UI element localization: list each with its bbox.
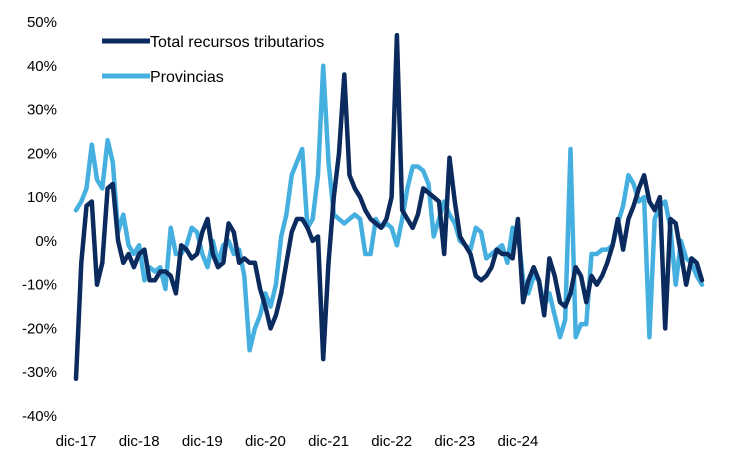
y-tick-label: -20% bbox=[22, 320, 57, 337]
x-tick-label: dic-17 bbox=[56, 433, 97, 450]
y-tick-label: 0% bbox=[35, 233, 57, 250]
series-line-total-recursos bbox=[73, 32, 705, 382]
y-axis-ticks: 50% 40% 30% 20% 10% 0% -10% -20% -30% -40% bbox=[22, 14, 57, 425]
legend-label-provincias: Provincias bbox=[150, 69, 224, 86]
y-tick-label: 30% bbox=[27, 102, 57, 119]
x-axis-ticks: dic-17 dic-18 dic-19 dic-20 dic-21 dic-22 dic-… bbox=[56, 433, 539, 450]
x-tick-label: dic-19 bbox=[182, 433, 223, 450]
series-layer bbox=[73, 32, 705, 382]
x-tick-label: dic-23 bbox=[434, 433, 475, 450]
y-tick-label: 20% bbox=[27, 145, 57, 162]
x-tick-label: dic-20 bbox=[245, 433, 286, 450]
y-tick-label: 50% bbox=[27, 14, 57, 31]
y-tick-label: 10% bbox=[27, 189, 57, 206]
y-tick-label: -30% bbox=[22, 364, 57, 381]
legend-label-total-recursos: Total recursos tributarios bbox=[150, 34, 324, 51]
y-tick-label: -10% bbox=[22, 277, 57, 294]
y-tick-label: -40% bbox=[22, 408, 57, 425]
legend: Total recursos tributarios Provincias bbox=[102, 34, 324, 86]
x-tick-label: dic-24 bbox=[497, 433, 538, 450]
x-tick-label: dic-22 bbox=[371, 433, 412, 450]
x-tick-label: dic-18 bbox=[119, 433, 160, 450]
y-tick-label: 40% bbox=[27, 58, 57, 75]
x-tick-label: dic-21 bbox=[308, 433, 349, 450]
